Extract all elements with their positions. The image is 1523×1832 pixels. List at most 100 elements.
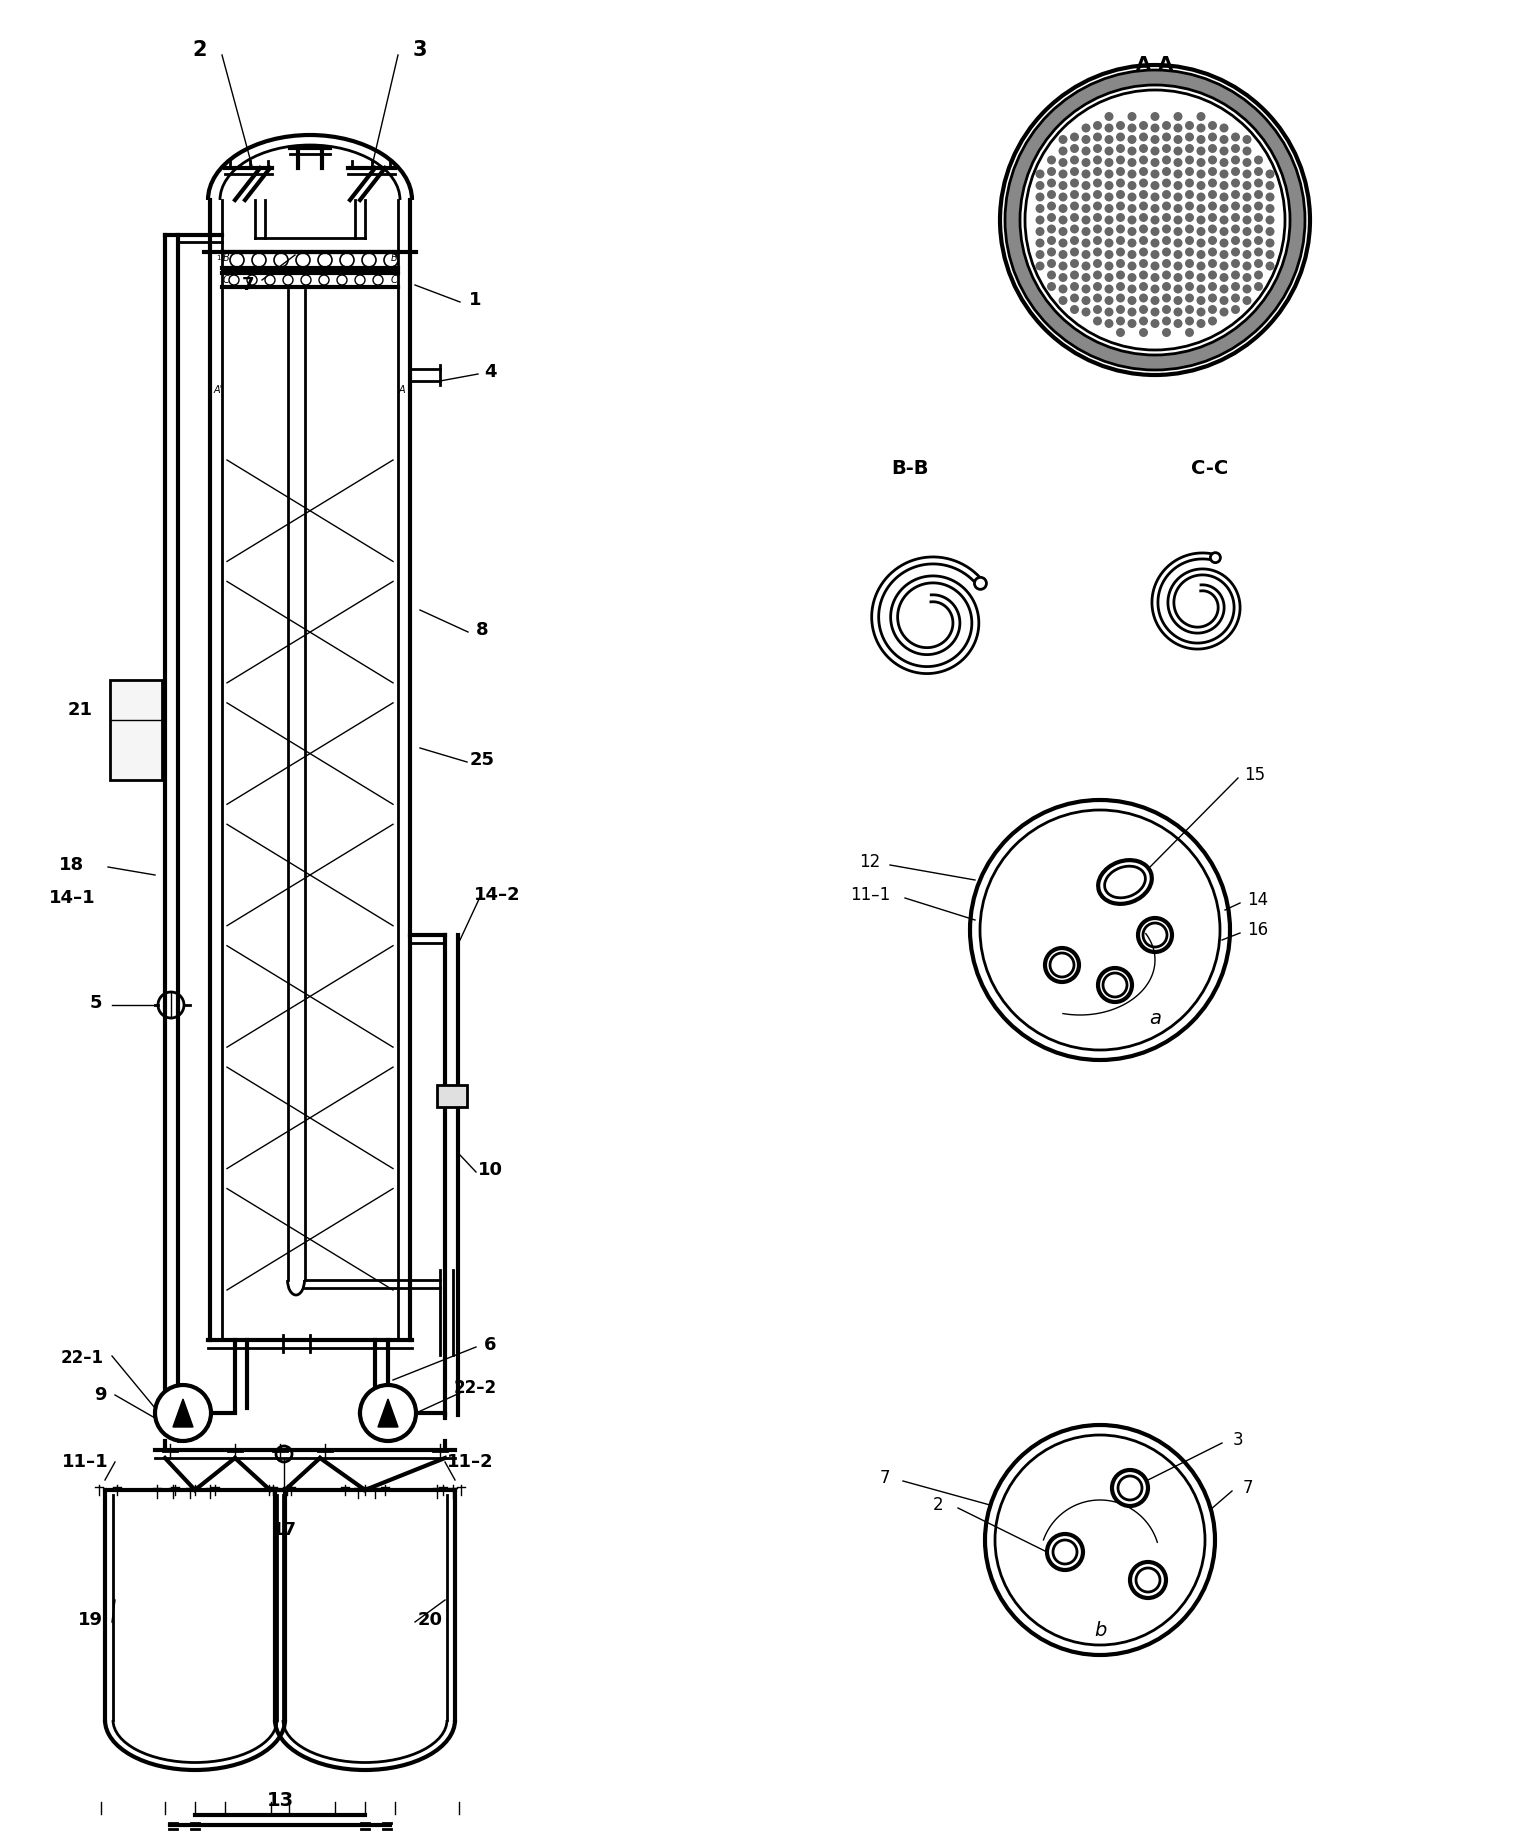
Circle shape bbox=[1197, 249, 1206, 258]
Text: 15: 15 bbox=[1244, 766, 1266, 784]
Circle shape bbox=[1116, 225, 1125, 233]
Circle shape bbox=[1185, 328, 1194, 337]
Circle shape bbox=[1253, 258, 1263, 267]
Circle shape bbox=[1071, 225, 1078, 233]
Circle shape bbox=[1208, 236, 1217, 245]
Circle shape bbox=[1046, 225, 1055, 233]
Circle shape bbox=[1162, 145, 1171, 154]
Circle shape bbox=[1197, 297, 1206, 304]
Circle shape bbox=[1253, 178, 1263, 187]
Circle shape bbox=[1104, 112, 1113, 121]
Circle shape bbox=[1046, 236, 1055, 245]
Circle shape bbox=[1081, 262, 1090, 271]
Circle shape bbox=[1266, 170, 1275, 178]
Circle shape bbox=[1197, 203, 1206, 213]
Circle shape bbox=[1266, 192, 1275, 202]
Text: 3: 3 bbox=[413, 40, 428, 60]
Text: B-B: B-B bbox=[891, 458, 929, 478]
Circle shape bbox=[1174, 192, 1182, 202]
Circle shape bbox=[1208, 132, 1217, 141]
Circle shape bbox=[1116, 202, 1125, 211]
Circle shape bbox=[1071, 178, 1078, 187]
Circle shape bbox=[1116, 328, 1125, 337]
Circle shape bbox=[1185, 293, 1194, 302]
Circle shape bbox=[1150, 112, 1159, 121]
Text: 9: 9 bbox=[94, 1387, 107, 1403]
Circle shape bbox=[1071, 293, 1078, 302]
Circle shape bbox=[1116, 258, 1125, 267]
Circle shape bbox=[1220, 192, 1229, 202]
Circle shape bbox=[1081, 216, 1090, 225]
Text: 6: 6 bbox=[484, 1336, 496, 1354]
Circle shape bbox=[1150, 249, 1159, 258]
Text: 5: 5 bbox=[90, 995, 102, 1011]
Circle shape bbox=[1174, 136, 1182, 145]
Circle shape bbox=[1174, 147, 1182, 156]
Circle shape bbox=[1208, 156, 1217, 165]
Circle shape bbox=[1197, 136, 1206, 145]
Circle shape bbox=[1071, 236, 1078, 245]
Circle shape bbox=[1036, 181, 1045, 191]
Circle shape bbox=[1116, 167, 1125, 176]
Circle shape bbox=[1127, 216, 1136, 225]
Circle shape bbox=[1046, 282, 1055, 291]
Circle shape bbox=[1162, 317, 1171, 326]
Circle shape bbox=[1139, 191, 1148, 200]
Circle shape bbox=[1243, 136, 1252, 145]
Text: 10: 10 bbox=[478, 1161, 503, 1180]
Circle shape bbox=[1231, 304, 1240, 313]
Circle shape bbox=[1046, 167, 1055, 176]
Circle shape bbox=[1071, 132, 1078, 141]
Circle shape bbox=[1185, 132, 1194, 141]
Circle shape bbox=[1197, 192, 1206, 202]
Circle shape bbox=[1127, 136, 1136, 145]
Circle shape bbox=[1266, 249, 1275, 258]
Circle shape bbox=[1162, 247, 1171, 256]
Circle shape bbox=[1162, 167, 1171, 176]
Circle shape bbox=[1150, 319, 1159, 328]
Circle shape bbox=[1208, 247, 1217, 256]
Circle shape bbox=[1253, 167, 1263, 176]
Circle shape bbox=[1020, 84, 1290, 355]
Circle shape bbox=[1174, 273, 1182, 282]
Circle shape bbox=[1071, 271, 1078, 280]
Text: 17: 17 bbox=[271, 1521, 297, 1539]
Circle shape bbox=[1127, 158, 1136, 167]
Circle shape bbox=[1058, 273, 1068, 282]
Circle shape bbox=[1104, 181, 1113, 191]
Circle shape bbox=[1139, 132, 1148, 141]
Circle shape bbox=[1220, 284, 1229, 293]
Text: 21: 21 bbox=[67, 702, 93, 718]
Circle shape bbox=[1174, 284, 1182, 293]
Circle shape bbox=[1174, 112, 1182, 121]
Circle shape bbox=[359, 1385, 416, 1442]
Circle shape bbox=[1036, 249, 1045, 258]
Circle shape bbox=[1081, 147, 1090, 156]
Circle shape bbox=[1231, 145, 1240, 154]
Circle shape bbox=[1150, 158, 1159, 167]
Circle shape bbox=[1104, 158, 1113, 167]
Circle shape bbox=[1139, 304, 1148, 313]
Circle shape bbox=[1150, 273, 1159, 282]
Circle shape bbox=[1150, 203, 1159, 213]
Circle shape bbox=[1231, 247, 1240, 256]
Circle shape bbox=[1116, 121, 1125, 130]
Circle shape bbox=[1162, 271, 1171, 280]
Circle shape bbox=[1058, 136, 1068, 145]
Circle shape bbox=[1220, 308, 1229, 317]
Circle shape bbox=[1243, 297, 1252, 304]
Circle shape bbox=[1220, 273, 1229, 282]
Circle shape bbox=[1139, 156, 1148, 165]
Circle shape bbox=[1185, 202, 1194, 211]
Circle shape bbox=[1081, 136, 1090, 145]
Circle shape bbox=[1104, 262, 1113, 271]
Circle shape bbox=[1162, 213, 1171, 222]
Circle shape bbox=[1071, 156, 1078, 165]
Text: 14–1: 14–1 bbox=[49, 889, 96, 907]
Circle shape bbox=[1058, 262, 1068, 271]
Circle shape bbox=[1094, 317, 1103, 326]
Circle shape bbox=[1127, 112, 1136, 121]
Circle shape bbox=[1197, 227, 1206, 236]
Circle shape bbox=[1231, 225, 1240, 233]
Circle shape bbox=[1197, 238, 1206, 247]
